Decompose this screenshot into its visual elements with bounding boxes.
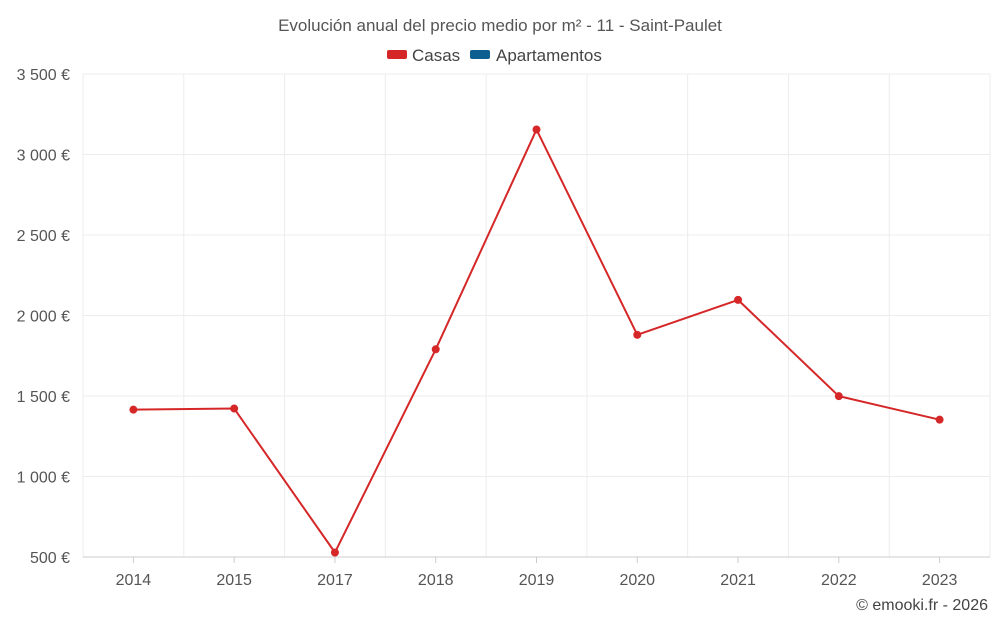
y-tick-label: 3 500 € [17,67,70,84]
data-point-casas[interactable] [431,345,440,354]
chart-title: Evolución anual del precio medio por m² … [278,16,722,35]
legend-swatch-casas [387,50,407,59]
series-line-casas [133,128,940,554]
data-point-casas[interactable] [734,295,743,304]
y-axis-ticks: 500 € 1 000 € 1 500 € 2 000 € 2 500 € 3 000 €… [17,67,70,567]
x-tick-label: 2022 [821,572,857,589]
credit-text: © emooki.fr - 2026 [856,597,988,614]
y-tick-label: 3 000 € [17,148,70,165]
data-point-casas[interactable] [935,415,944,424]
x-tick-label: 2023 [922,572,958,589]
y-tick-label: 2 000 € [17,309,70,326]
data-point-casas[interactable] [532,125,541,134]
y-tick-label: 1 500 € [17,389,70,406]
y-tick-label: 2 500 € [17,228,70,245]
legend-label-apartamentos[interactable]: Apartamentos [496,46,602,65]
x-tick-label: 2018 [418,572,454,589]
y-tick-label: 1 000 € [17,470,70,487]
x-tick-label: 2020 [619,572,655,589]
x-tick-label: 2014 [116,572,152,589]
data-point-casas[interactable] [129,405,138,414]
x-tick-label: 2021 [720,572,756,589]
legend: Casas Apartamentos [387,46,602,65]
legend-label-casas[interactable]: Casas [412,46,460,65]
x-tick-label: 2017 [317,572,353,589]
x-axis-ticks: 2014 2015 2017 2018 2019 2020 2021 2022 2023 [116,557,958,589]
x-tick-label: 2015 [216,572,252,589]
gridlines [82,73,991,558]
data-point-casas[interactable] [834,392,843,401]
data-point-casas[interactable] [330,548,339,557]
legend-swatch-apartamentos [470,50,490,59]
data-point-casas[interactable] [633,330,642,339]
x-tick-label: 2019 [519,572,555,589]
y-tick-label: 500 € [30,550,70,567]
data-point-casas[interactable] [230,404,239,413]
series-layer [129,125,944,557]
